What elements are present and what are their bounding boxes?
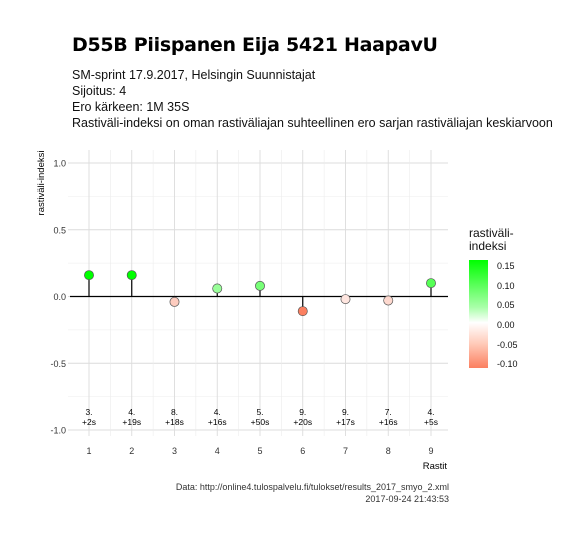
- legend-tick-0-10: 0.10: [497, 281, 515, 291]
- x-tick-label: 4: [215, 446, 220, 456]
- y-tick-label: 0.5: [53, 225, 66, 235]
- legend-tick-neg-0-05: -0.05: [497, 340, 518, 350]
- x-tick-label: 2: [129, 446, 134, 456]
- x-tick-label: 6: [300, 446, 305, 456]
- subtitle-placement: Sijoitus: 4: [72, 84, 127, 98]
- data-point: [426, 278, 436, 289]
- annotation-rank: 4.: [427, 407, 434, 417]
- x-tick-label: 9: [428, 446, 433, 456]
- legend-color-bar: [469, 260, 488, 368]
- data-point: [340, 294, 351, 305]
- y-tick-label: -1.0: [50, 426, 66, 436]
- annotation-diff: +20s: [293, 417, 312, 427]
- y-tick-label: 0.0: [53, 292, 66, 302]
- caption-source: Data: http://online4.tulospalvelu.fi/tul…: [175, 482, 449, 492]
- x-tick-label: 8: [386, 446, 391, 456]
- y-tick-label: 1.0: [53, 159, 66, 169]
- legend-tick-neg-0-10: -0.10: [497, 359, 518, 369]
- caption-timestamp: 2017-09-24 21:43:53: [365, 494, 449, 504]
- x-tick-label: 1: [86, 446, 91, 456]
- x-tick-label: 7: [343, 446, 348, 456]
- legend-title-line-2: indeksi: [469, 239, 507, 253]
- x-axis-label: Rastit: [423, 461, 448, 472]
- data-point: [84, 270, 94, 281]
- legend-tick-0-00: 0.00: [497, 320, 515, 330]
- legend-tick-0-05: 0.05: [497, 300, 515, 310]
- data-point: [212, 283, 223, 294]
- annotation-diff: +16s: [379, 417, 398, 427]
- chart-title: D55B Piispanen Eija 5421 HaapavU: [72, 34, 438, 56]
- y-axis-label: rastiväli-indeksi: [36, 151, 47, 216]
- annotation-rank: 7.: [385, 407, 392, 417]
- data-point: [126, 270, 137, 281]
- annotation-diff: +50s: [251, 417, 270, 427]
- annotation-rank: 9.: [299, 407, 306, 417]
- annotation-rank: 4.: [214, 407, 221, 417]
- annotation-diff: +5s: [424, 417, 438, 427]
- annotation-rank: 4.: [128, 407, 135, 417]
- annotation-diff: +19s: [122, 417, 141, 427]
- annotation-rank: 3.: [85, 407, 92, 417]
- subtitle-event: SM-sprint 17.9.2017, Helsingin Suunnista…: [72, 68, 316, 82]
- annotation-rank: 8.: [171, 407, 178, 417]
- data-point: [297, 306, 308, 317]
- subtitle-description: Rastiväli-indeksi on oman rastiväliajan …: [72, 116, 553, 130]
- annotation-diff: +17s: [336, 417, 355, 427]
- annotation-diff: +18s: [165, 417, 184, 427]
- data-point: [169, 296, 180, 307]
- annotation-rank: 5.: [256, 407, 263, 417]
- x-tick-label: 5: [257, 446, 262, 456]
- data-point: [255, 280, 265, 291]
- data-point: [383, 295, 394, 306]
- legend-title-line-1: rastiväli-: [469, 226, 514, 240]
- legend-tick-0-15: 0.15: [497, 261, 515, 271]
- annotation-rank: 9.: [342, 407, 349, 417]
- x-tick-label: 3: [172, 446, 177, 456]
- subtitle-gap: Ero kärkeen: 1M 35S: [72, 100, 190, 114]
- legend-title: rastiväli- indeksi: [469, 227, 514, 253]
- annotation-diff: +16s: [208, 417, 227, 427]
- annotation-diff: +2s: [82, 417, 96, 427]
- y-tick-label: -0.5: [50, 359, 66, 369]
